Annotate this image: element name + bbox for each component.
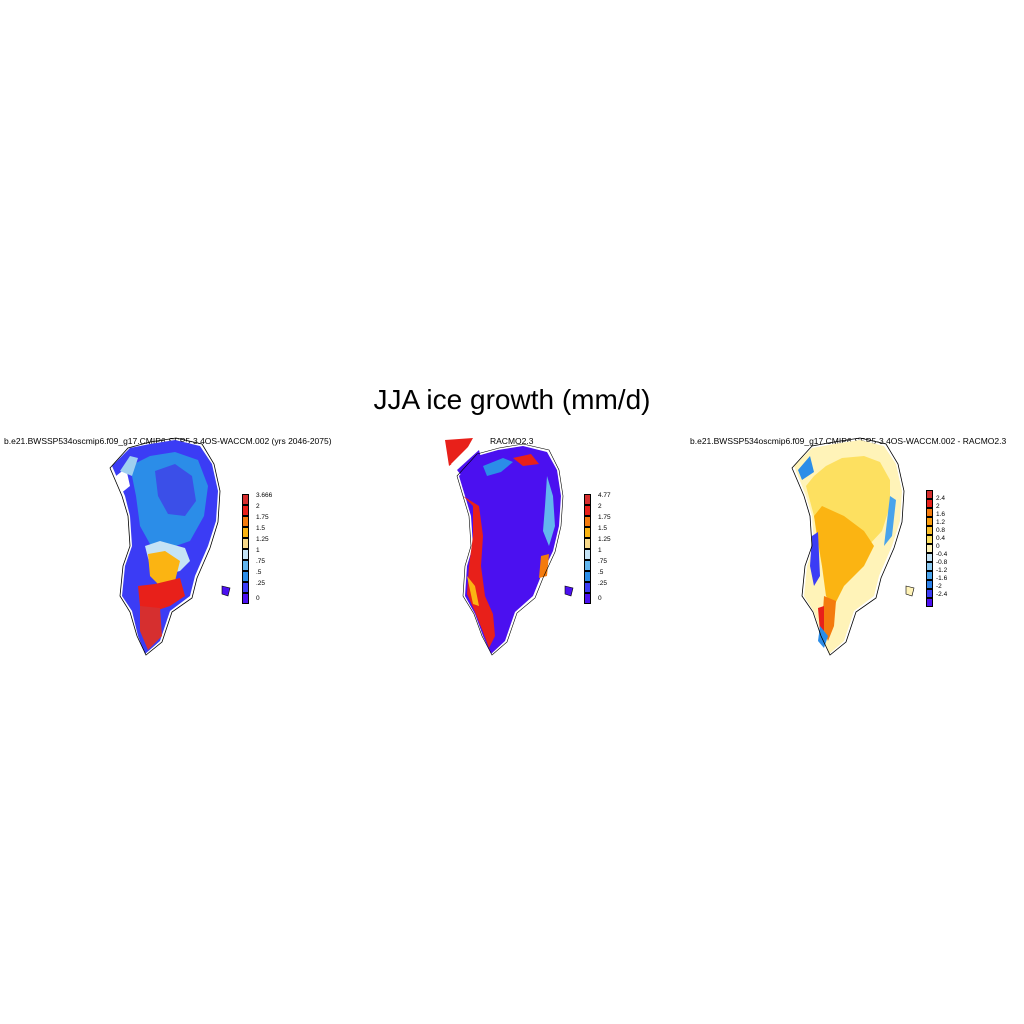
- colorbar-label: -1.6: [936, 575, 948, 582]
- colorbar-swatches: [584, 494, 591, 604]
- colorbar-swatch: [242, 593, 249, 604]
- map-model-greenland: [109, 437, 231, 656]
- colorbar-swatch: [584, 494, 591, 505]
- colorbar-label: 1.25: [598, 536, 611, 543]
- colorbar-swatch: [926, 535, 933, 544]
- panel-title-difference: b.e21.BWSSP534oscmip6.f09_g17.CMIP6-SSP5…: [690, 436, 1007, 446]
- colorbar-label: 2: [598, 503, 602, 510]
- colorbar-swatch: [242, 505, 249, 516]
- colorbar-label: 1: [598, 547, 602, 554]
- coastline: [791, 437, 905, 656]
- colorbar-label: 1.2: [936, 519, 946, 526]
- colorbar-swatch: [926, 508, 933, 517]
- colorbar-swatch: [926, 571, 933, 580]
- colorbar-label: 0: [936, 543, 940, 550]
- colorbar-swatches: [926, 490, 933, 607]
- colorbar-swatch: [926, 526, 933, 535]
- panel-title-racmo: RACMO2.3: [490, 436, 534, 446]
- colorbar-swatch: [242, 538, 249, 549]
- colorbar-label: .75: [256, 558, 266, 565]
- colorbar-label: -2.4: [936, 591, 948, 598]
- colorbar-label: 1.75: [598, 514, 611, 521]
- colorbar-label: 1.6: [936, 511, 946, 518]
- colorbar-label: 1: [256, 547, 260, 554]
- colorbar-label: 0: [598, 595, 602, 602]
- map-racmo-greenland: [445, 438, 574, 656]
- colorbar-label: 2: [256, 503, 260, 510]
- colorbar-swatch: [584, 527, 591, 538]
- figure-title: JJA ice growth (mm/d): [373, 384, 651, 415]
- colorbar-label: 1.5: [256, 525, 266, 532]
- colorbar-swatch: [926, 490, 933, 499]
- colorbar-swatch: [584, 593, 591, 604]
- colorbar-racmo: 4.77 2 1.75 1.5 1.25 1 .75 .5 .25 0: [584, 492, 611, 604]
- colorbar-label: 0.8: [936, 527, 946, 534]
- colorbar-label: 1.25: [256, 536, 269, 543]
- colorbar-swatch: [584, 560, 591, 571]
- colorbar-model: 3.666 2 1.75 1.5 1.25 1 .75 .5 .25 0: [242, 492, 272, 604]
- ice-growth-field: [794, 440, 902, 654]
- colorbar-swatch: [926, 499, 933, 508]
- colorbar-swatch: [926, 517, 933, 526]
- colorbar-swatch: [926, 598, 933, 607]
- colorbar-swatch: [242, 494, 249, 505]
- colorbar-swatch: [926, 589, 933, 598]
- colorbar-label: -2: [936, 583, 942, 590]
- colorbar-label: 2: [936, 503, 940, 510]
- colorbar-label: 2.4: [936, 495, 946, 502]
- colorbar-label: .25: [598, 580, 608, 587]
- colorbar-label: .5: [256, 569, 262, 576]
- colorbar-swatch: [584, 505, 591, 516]
- colorbar-swatch: [242, 571, 249, 582]
- colorbar-label: -0.4: [936, 551, 948, 558]
- colorbar-label: -0.8: [936, 559, 948, 566]
- colorbar-swatch: [584, 582, 591, 593]
- panel-title-model: b.e21.BWSSP534oscmip6.f09_g17.CMIP6-SSP5…: [4, 436, 332, 446]
- ice-growth-field: [459, 446, 561, 654]
- colorbar-label: 1.5: [598, 525, 608, 532]
- colorbar-swatch: [242, 560, 249, 571]
- colorbar-swatch: [926, 553, 933, 562]
- colorbar-swatch: [926, 562, 933, 571]
- colorbar-swatch: [584, 538, 591, 549]
- ice-growth-field: [112, 440, 218, 654]
- colorbar-label: 0.4: [936, 535, 946, 542]
- colorbar-swatch: [926, 544, 933, 553]
- colorbar-difference: 2.4 2 1.6 1.2 0.8 0.4 0 -0.4 -0.8 -1.2 -…: [926, 490, 947, 607]
- map-difference-greenland: [791, 437, 915, 656]
- colorbar-swatch: [242, 549, 249, 560]
- colorbar-swatch: [584, 549, 591, 560]
- colorbar-swatch: [242, 516, 249, 527]
- coastline: [456, 443, 564, 656]
- colorbar-label: 0: [256, 595, 260, 602]
- colorbar-label: 1.75: [256, 514, 269, 521]
- colorbar-swatch: [926, 580, 933, 589]
- colorbar-label: -1.2: [936, 567, 948, 574]
- colorbar-swatches: [242, 494, 249, 604]
- colorbar-swatch: [584, 571, 591, 582]
- colorbar-label: .25: [256, 580, 266, 587]
- colorbar-label: 4.77: [598, 492, 611, 499]
- colorbar-label: .5: [598, 569, 604, 576]
- colorbar-swatch: [584, 516, 591, 527]
- colorbar-label: 3.666: [256, 492, 273, 499]
- colorbar-swatch: [242, 527, 249, 538]
- colorbar-swatch: [242, 582, 249, 593]
- colorbar-label: .75: [598, 558, 608, 565]
- coastline: [109, 437, 221, 656]
